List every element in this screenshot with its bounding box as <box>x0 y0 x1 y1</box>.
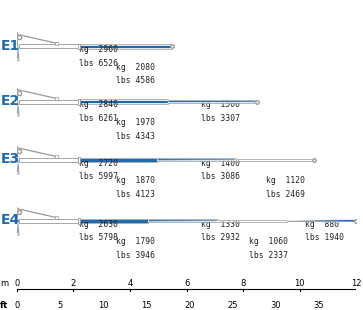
Text: 30: 30 <box>270 301 281 310</box>
Text: E4: E4 <box>1 214 20 228</box>
Polygon shape <box>168 100 257 103</box>
Text: 4: 4 <box>127 280 132 289</box>
Bar <box>78 99 81 104</box>
Text: kg  2960: kg 2960 <box>79 45 118 54</box>
Polygon shape <box>19 44 79 48</box>
Text: kg  2720: kg 2720 <box>79 159 118 168</box>
Polygon shape <box>6 90 19 116</box>
Text: kg  2630: kg 2630 <box>79 219 118 229</box>
Polygon shape <box>79 219 148 223</box>
Text: 10: 10 <box>294 280 305 289</box>
Bar <box>14 207 16 210</box>
Text: E2: E2 <box>1 94 20 108</box>
Text: lbs 2932: lbs 2932 <box>201 233 240 242</box>
Text: kg  2080: kg 2080 <box>116 63 155 72</box>
Bar <box>55 42 58 45</box>
Text: kg  1120: kg 1120 <box>266 176 305 185</box>
Bar <box>14 146 16 149</box>
Polygon shape <box>11 236 13 240</box>
Text: 8: 8 <box>240 280 246 289</box>
Text: lbs 5997: lbs 5997 <box>79 172 118 181</box>
Text: lbs 2337: lbs 2337 <box>249 251 288 260</box>
Polygon shape <box>11 116 14 122</box>
Text: 10: 10 <box>98 301 108 310</box>
Text: 12: 12 <box>351 280 362 289</box>
Text: lbs 3946: lbs 3946 <box>116 251 155 260</box>
Text: kg  1790: kg 1790 <box>116 237 155 246</box>
Polygon shape <box>6 210 19 235</box>
Polygon shape <box>11 174 14 180</box>
Text: 0: 0 <box>14 301 20 310</box>
Text: 6: 6 <box>184 280 189 289</box>
Polygon shape <box>19 219 79 223</box>
Polygon shape <box>9 212 18 233</box>
Bar <box>78 157 81 163</box>
Bar <box>55 216 58 219</box>
Text: lbs 1940: lbs 1940 <box>305 233 344 242</box>
Polygon shape <box>79 45 172 48</box>
Polygon shape <box>19 100 79 104</box>
Bar <box>78 43 81 49</box>
Text: kg  1870: kg 1870 <box>116 176 155 185</box>
Polygon shape <box>157 159 236 161</box>
Text: 20: 20 <box>184 301 195 310</box>
Polygon shape <box>79 100 168 103</box>
Text: kg  1500: kg 1500 <box>201 100 240 109</box>
Polygon shape <box>148 220 218 222</box>
Text: kg  1400: kg 1400 <box>201 159 240 168</box>
Text: 25: 25 <box>227 301 238 310</box>
Polygon shape <box>9 93 18 113</box>
Polygon shape <box>6 35 19 61</box>
Text: 5: 5 <box>57 301 62 310</box>
Text: 15: 15 <box>141 301 151 310</box>
Polygon shape <box>79 158 157 162</box>
Text: kg  1330: kg 1330 <box>201 219 240 229</box>
Text: lbs 6526: lbs 6526 <box>79 59 118 68</box>
Polygon shape <box>11 61 14 66</box>
Polygon shape <box>6 148 19 174</box>
Polygon shape <box>287 219 356 222</box>
Text: lbs 6261: lbs 6261 <box>79 114 118 123</box>
Text: kg  1970: kg 1970 <box>116 118 155 127</box>
Bar <box>55 155 58 158</box>
Polygon shape <box>9 38 18 58</box>
Text: 2: 2 <box>71 280 76 289</box>
Polygon shape <box>236 159 314 160</box>
Text: lbs 4343: lbs 4343 <box>116 131 155 140</box>
Text: m: m <box>0 280 8 289</box>
Polygon shape <box>11 235 14 241</box>
Polygon shape <box>11 117 13 121</box>
Polygon shape <box>218 220 287 221</box>
Text: lbs 5798: lbs 5798 <box>79 233 118 242</box>
Text: kg  2840: kg 2840 <box>79 100 118 109</box>
Text: lbs 3086: lbs 3086 <box>201 172 240 181</box>
Bar <box>14 33 16 35</box>
Bar <box>55 97 58 100</box>
Bar <box>78 218 81 224</box>
Polygon shape <box>19 158 79 162</box>
Text: lbs 4586: lbs 4586 <box>116 76 155 85</box>
Text: kg  880: kg 880 <box>305 219 339 229</box>
Text: kg  1060: kg 1060 <box>249 237 288 246</box>
Polygon shape <box>11 61 13 65</box>
Text: 35: 35 <box>313 301 324 310</box>
Text: 0: 0 <box>14 280 20 289</box>
Text: lbs 2469: lbs 2469 <box>266 190 305 199</box>
Polygon shape <box>9 151 18 172</box>
Text: E1: E1 <box>1 39 20 53</box>
Text: E3: E3 <box>1 153 20 166</box>
Text: lbs 4123: lbs 4123 <box>116 190 155 199</box>
Bar <box>14 88 16 91</box>
Text: lbs 3307: lbs 3307 <box>201 114 240 123</box>
Text: ft: ft <box>0 301 8 310</box>
Polygon shape <box>11 175 13 179</box>
